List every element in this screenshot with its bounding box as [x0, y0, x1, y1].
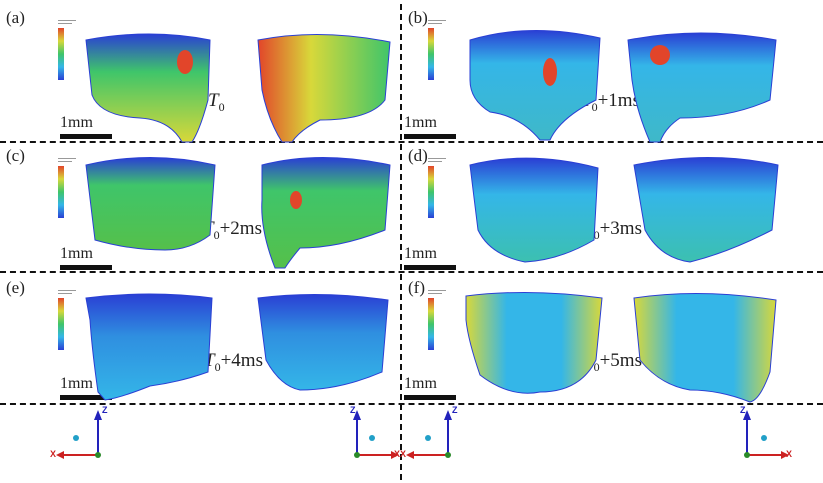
time-sub: 0	[591, 99, 598, 114]
valve-e-right	[257, 293, 389, 391]
hotspot-b-right	[650, 45, 670, 65]
axis-labels-right-a: Z X	[400, 405, 460, 465]
axis-labels-mid: Z X	[350, 405, 410, 465]
axis-triad-right-a	[406, 410, 452, 459]
scale-label: 1mm	[60, 114, 93, 131]
valve-e-left	[85, 293, 213, 401]
time-label-a: T0	[208, 90, 225, 115]
time-suffix: +4ms	[220, 350, 263, 371]
time-base: T	[204, 350, 215, 371]
time-sub: 0	[213, 227, 220, 242]
time-sub: 0	[218, 99, 225, 114]
axis-x-label: X	[786, 449, 793, 459]
pressure-legend-c	[58, 156, 80, 220]
divider-column	[400, 4, 402, 480]
axis-labels-left: Z X	[50, 405, 110, 465]
time-sub: 0	[214, 359, 221, 374]
scale-line	[404, 395, 456, 400]
time-suffix: +1ms	[597, 90, 640, 111]
time-base: T	[208, 90, 219, 111]
pressure-legend-a	[58, 18, 80, 82]
divider-row-2	[0, 271, 823, 273]
axis-triad-right-b	[743, 410, 789, 459]
scale-label: 1mm	[404, 375, 437, 392]
valve-a-right	[257, 34, 391, 143]
valve-a-left	[85, 33, 211, 143]
scale-label: 1mm	[60, 375, 93, 392]
axis-labels-right-b: Z X	[740, 405, 800, 465]
hotspot-c-right	[290, 191, 302, 209]
divider-row-1	[0, 141, 823, 143]
hotspot-b-left	[543, 58, 557, 86]
time-sub: 0	[593, 227, 600, 242]
scale-label: 1mm	[404, 245, 437, 262]
axis-z-label: Z	[350, 405, 356, 415]
panel-label-e: (e)	[6, 278, 25, 297]
scale-label: 1mm	[404, 114, 437, 131]
valve-c-right	[261, 157, 391, 269]
axis-z-label: Z	[102, 405, 108, 415]
time-label-e: T0+4ms	[204, 350, 263, 375]
pressure-legend-f	[428, 288, 450, 352]
valve-d-left	[469, 157, 599, 263]
scale-label: 1mm	[60, 245, 93, 262]
scale-line	[404, 134, 456, 139]
axis-x-label: X	[394, 449, 401, 459]
divider-row-3	[0, 403, 823, 405]
pressure-legend-d	[428, 156, 450, 220]
valve-b-left	[469, 30, 601, 141]
pressure-legend-b	[428, 18, 450, 82]
panel-label-b: (b)	[408, 8, 428, 27]
axis-z-label: Z	[740, 405, 746, 415]
axis-triad-left	[56, 410, 102, 459]
valve-f-right	[633, 292, 777, 403]
panel-label-a: (a)	[6, 8, 25, 27]
scale-line	[60, 395, 112, 400]
time-suffix: +2ms	[219, 218, 262, 239]
time-sub: 0	[593, 359, 600, 374]
axis-x-label: X	[50, 449, 57, 459]
pressure-legend-e	[58, 288, 80, 352]
axis-z-label: Z	[452, 405, 458, 415]
time-suffix: +5ms	[599, 350, 642, 371]
valve-b-right	[627, 32, 777, 143]
scale-line	[404, 265, 456, 270]
scale-line	[60, 265, 112, 270]
time-suffix: +3ms	[599, 218, 642, 239]
axis-triad-mid	[353, 410, 399, 459]
panel-label-c: (c)	[6, 146, 25, 165]
panel-label-f: (f)	[408, 278, 425, 297]
valve-d-right	[633, 157, 779, 263]
axis-x-label: X	[400, 449, 407, 459]
valve-c-left	[85, 157, 216, 251]
scale-line	[60, 134, 112, 139]
panel-label-d: (d)	[408, 146, 428, 165]
valve-f-left	[465, 291, 603, 394]
hotspot-a-left	[177, 50, 193, 74]
